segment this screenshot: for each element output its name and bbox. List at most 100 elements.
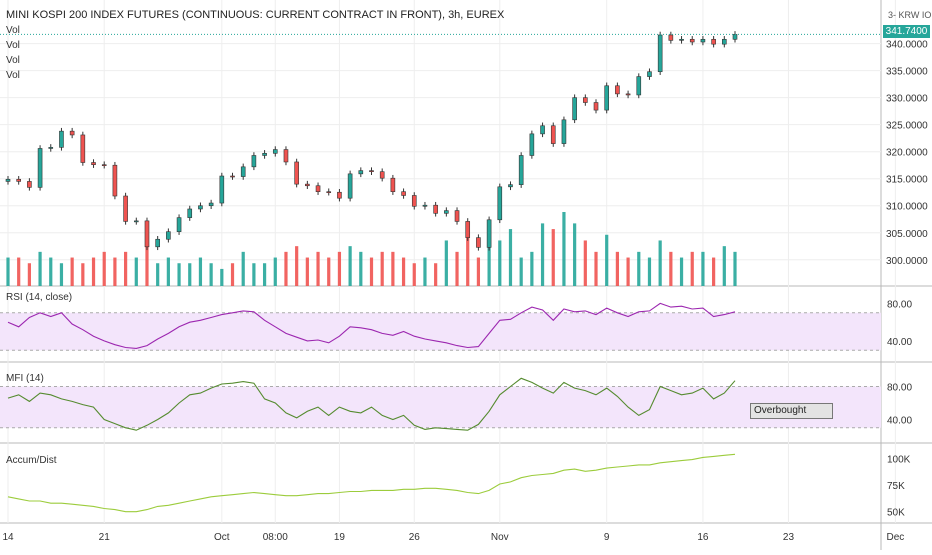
volume-bar: [444, 240, 448, 286]
candle-body: [144, 220, 150, 248]
volume-bar: [701, 251, 705, 286]
candle-body: [657, 34, 663, 73]
candle-body: [604, 85, 610, 111]
candle-body: [540, 125, 545, 135]
candle-body: [262, 153, 267, 156]
chart-title: MINI KOSPI 200 INDEX FUTURES (CONTINUOUS…: [6, 9, 505, 21]
x-tick-label: 08:00: [263, 532, 288, 543]
candle-body: [593, 102, 599, 111]
candle-body: [476, 237, 481, 248]
volume-bar: [476, 257, 481, 286]
volume-bar: [423, 257, 427, 286]
candle-body: [454, 210, 460, 222]
price-tick-label: 340.0000: [886, 40, 928, 51]
candle-body: [572, 97, 577, 121]
candle-body: [465, 221, 471, 238]
candle-body: [337, 191, 342, 199]
volume-bar: [188, 263, 192, 286]
volume-bar: [241, 251, 245, 286]
volume-bar: [91, 257, 96, 286]
volume-bar: [17, 257, 21, 286]
volume-bar: [391, 251, 395, 286]
volume-bar: [156, 263, 160, 286]
candle-body: [123, 195, 128, 222]
vol-label: Vol: [6, 40, 20, 51]
candle-body: [647, 71, 652, 77]
vol-label: Vol: [6, 70, 20, 81]
volume-bar: [316, 251, 320, 286]
volume-bar: [647, 257, 652, 286]
candle-body: [379, 171, 385, 179]
overbought-tag: Overbought: [750, 403, 833, 419]
volume-bar: [38, 251, 42, 286]
candle-body: [27, 181, 32, 188]
candle-body: [518, 155, 524, 185]
candle-body: [208, 202, 214, 207]
volume-bar: [487, 246, 491, 286]
candle-body: [497, 186, 503, 221]
x-tick-label: 16: [697, 532, 709, 543]
volume-bar: [49, 257, 53, 286]
candle-body: [315, 185, 321, 192]
vol-label: Vol: [6, 25, 20, 36]
candle-body: [711, 38, 716, 45]
x-tick-label: Oct: [214, 532, 230, 543]
price-tick-label: 305.0000: [886, 229, 928, 240]
volume-bar: [434, 263, 438, 286]
x-tick-label: Dec: [886, 532, 904, 543]
candle-body: [625, 93, 631, 96]
indicator-tick-label: 80.00: [887, 299, 912, 310]
candle-body: [390, 177, 396, 192]
volume-bar: [401, 257, 406, 286]
volume-bar: [594, 251, 598, 286]
volume-bar: [369, 257, 374, 286]
rsi-line: [7, 302, 736, 349]
x-tick-label: Nov: [491, 532, 509, 543]
rsi-title: RSI (14, close): [6, 292, 73, 303]
candle-body: [294, 161, 299, 185]
candle-body: [80, 134, 86, 163]
candle-body: [358, 170, 364, 175]
volume-bar: [6, 257, 10, 286]
candle-body: [550, 125, 556, 144]
x-tick-label: 9: [604, 532, 610, 543]
candle-body: [422, 204, 428, 207]
indicator-tick-label: 50K: [887, 508, 905, 519]
candle-body: [251, 155, 257, 168]
volume-bar: [113, 257, 117, 286]
candle-body: [486, 219, 492, 248]
volume-bar: [530, 251, 534, 286]
indicator-tick-label: 100K: [887, 455, 911, 466]
candle-body: [732, 34, 738, 40]
candle-body: [48, 147, 54, 149]
last-price-badge: 341.7400: [883, 25, 930, 38]
volume-bar: [679, 257, 684, 286]
price-tick-label: 300.0000: [886, 256, 928, 267]
volume-bar: [498, 240, 502, 286]
mfi-title: MFI (14): [6, 373, 44, 384]
candle-body: [272, 149, 278, 154]
candle-body: [166, 231, 171, 240]
volume-bar: [722, 246, 726, 286]
volume-bar: [273, 257, 277, 286]
candle-body: [615, 85, 620, 95]
volume-bar: [220, 268, 224, 286]
volume-bar: [455, 251, 459, 286]
vol-label: Vol: [6, 55, 20, 66]
price-tick-label: 315.0000: [886, 175, 928, 186]
volume-bar: [27, 263, 31, 286]
volume-bar: [145, 240, 149, 286]
indicator-band: [0, 386, 881, 428]
indicator-tick-label: 80.00: [887, 383, 912, 394]
price-tick-label: 335.0000: [886, 67, 928, 78]
volume-bar: [466, 234, 470, 286]
x-tick-label: 23: [783, 532, 795, 543]
candle-body: [101, 164, 107, 166]
price-tick-label: 330.0000: [886, 94, 928, 105]
candle-body: [636, 76, 642, 96]
indicator-band: [0, 312, 881, 351]
candle-body: [347, 173, 353, 199]
candle-body: [305, 183, 310, 187]
